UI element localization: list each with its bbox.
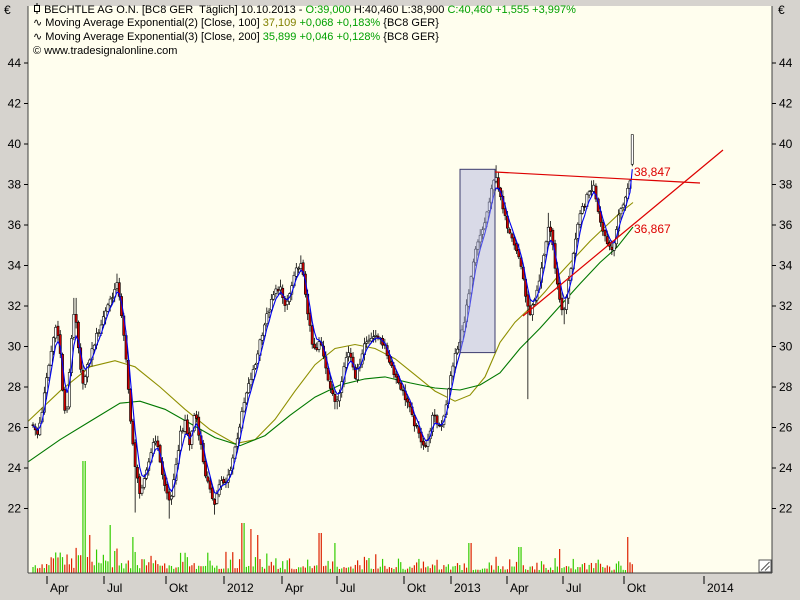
svg-text:42: 42	[779, 97, 793, 111]
legend-ema100-change: +0,068 +0,183%	[296, 17, 384, 29]
legend-ema100-line[interactable]: ∿ Moving Average Exponential(2) [Close, …	[33, 16, 576, 30]
resistance-line-label: 38,847	[634, 165, 671, 179]
legend-ema100-symbol: {BC8 GER}	[383, 17, 439, 29]
svg-text:32: 32	[8, 299, 22, 313]
volume-series	[32, 461, 633, 573]
legend-ema200-change: +0,046 +0,128%	[296, 31, 384, 43]
svg-text:Apr: Apr	[510, 581, 529, 595]
svg-text:44: 44	[779, 56, 793, 70]
svg-text:28: 28	[779, 380, 793, 394]
candlestick-icon	[33, 3, 41, 14]
svg-text:Apr: Apr	[50, 581, 69, 595]
price-ema-blue-line	[32, 169, 633, 494]
legend-title: BECHTLE AG O.N. [BC8 GER Täglich] 10.10.…	[44, 4, 306, 16]
svg-text:Okt: Okt	[627, 581, 646, 595]
wave-icon: ∿	[33, 17, 43, 29]
svg-text:26: 26	[8, 421, 22, 435]
svg-text:30: 30	[779, 340, 793, 354]
svg-text:38: 38	[779, 178, 793, 192]
svg-text:34: 34	[8, 259, 22, 273]
svg-text:36: 36	[779, 218, 793, 232]
chart-legend: BECHTLE AG O.N. [BC8 GER Täglich] 10.10.…	[33, 2, 576, 58]
svg-text:Okt: Okt	[169, 581, 188, 595]
svg-text:22: 22	[779, 502, 793, 516]
svg-text:28: 28	[8, 380, 22, 394]
legend-ema200-symbol: {BC8 GER}	[383, 31, 439, 43]
svg-text:2013: 2013	[454, 581, 481, 595]
legend-open-value: O:39,000	[305, 4, 351, 16]
svg-text:40: 40	[8, 137, 22, 151]
svg-text:Okt: Okt	[407, 581, 426, 595]
svg-text:42: 42	[8, 97, 22, 111]
svg-text:Jul: Jul	[566, 581, 581, 595]
annotation-rectangle[interactable]	[459, 168, 496, 354]
x-axis-labels: Apr Jul Okt 2012 Apr Jul Okt 2013 Apr Jul Okt 2014	[46, 576, 734, 595]
wave-icon: ∿	[33, 31, 43, 43]
plot-background[interactable]	[28, 6, 772, 573]
svg-text:Apr: Apr	[285, 581, 304, 595]
y-axis-labels: 44 44 42 42 40 40 38 38 36 36 34 34 32 32 30 30 28 28 26 26…	[8, 56, 793, 516]
svg-text:44: 44	[8, 56, 22, 70]
legend-ema100-value: 37,109	[262, 17, 297, 29]
legend-ema200-value: 35,899	[262, 31, 297, 43]
svg-text:26: 26	[779, 421, 793, 435]
copyright-text: © www.tradesignalonline.com	[33, 45, 178, 57]
svg-text:34: 34	[779, 259, 793, 273]
svg-text:36: 36	[8, 218, 22, 232]
legend-ema200-name: Moving Average Exponential(3) [Close, 20…	[42, 31, 263, 43]
copyright-line: © www.tradesignalonline.com	[33, 44, 576, 58]
legend-instrument-line[interactable]: BECHTLE AG O.N. [BC8 GER Täglich] 10.10.…	[33, 2, 576, 16]
uptrend-line-label: 36,867	[634, 222, 671, 236]
uptrend-line[interactable]	[522, 149, 724, 317]
svg-text:2012: 2012	[227, 581, 254, 595]
legend-ema100-name: Moving Average Exponential(2) [Close, 10…	[42, 17, 263, 29]
svg-text:Jul: Jul	[340, 581, 355, 595]
svg-text:24: 24	[779, 461, 793, 475]
resize-grip[interactable]	[758, 559, 772, 573]
svg-text:Jul: Jul	[107, 581, 122, 595]
legend-highlow-value: H:40,460 L:38,900	[350, 4, 448, 16]
svg-text:2014: 2014	[707, 581, 734, 595]
legend-close-value: C:40,460 +1,555 +3,997%	[447, 4, 576, 16]
legend-ema200-line[interactable]: ∿ Moving Average Exponential(3) [Close, …	[33, 30, 576, 44]
svg-text:38: 38	[8, 178, 22, 192]
svg-text:24: 24	[8, 461, 22, 475]
right-axis-currency-label: €	[778, 3, 785, 17]
resistance-line[interactable]	[494, 171, 701, 184]
svg-text:30: 30	[8, 340, 22, 354]
left-axis-currency-label: €	[4, 3, 11, 17]
svg-text:22: 22	[8, 502, 22, 516]
svg-text:32: 32	[779, 299, 793, 313]
candlestick-series	[31, 134, 634, 519]
ema200-line	[27, 226, 634, 463]
svg-text:40: 40	[779, 137, 793, 151]
axes	[27, 6, 773, 574]
